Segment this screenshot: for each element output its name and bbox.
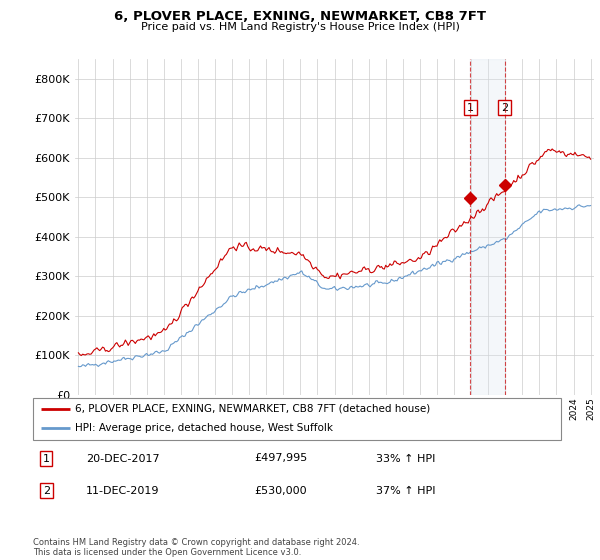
Text: 37% ↑ HPI: 37% ↑ HPI [376, 486, 436, 496]
Text: 2: 2 [43, 486, 50, 496]
Text: 20-DEC-2017: 20-DEC-2017 [86, 454, 160, 464]
Text: 1: 1 [43, 454, 50, 464]
FancyBboxPatch shape [33, 398, 561, 440]
Text: HPI: Average price, detached house, West Suffolk: HPI: Average price, detached house, West… [75, 423, 333, 433]
Text: £530,000: £530,000 [255, 486, 307, 496]
Text: Contains HM Land Registry data © Crown copyright and database right 2024.
This d: Contains HM Land Registry data © Crown c… [33, 538, 359, 557]
Text: 6, PLOVER PLACE, EXNING, NEWMARKET, CB8 7FT (detached house): 6, PLOVER PLACE, EXNING, NEWMARKET, CB8 … [75, 404, 430, 414]
Text: 2: 2 [501, 102, 508, 113]
Text: 11-DEC-2019: 11-DEC-2019 [86, 486, 160, 496]
Text: £497,995: £497,995 [255, 454, 308, 464]
Text: Price paid vs. HM Land Registry's House Price Index (HPI): Price paid vs. HM Land Registry's House … [140, 22, 460, 32]
Text: 33% ↑ HPI: 33% ↑ HPI [376, 454, 436, 464]
Bar [470, 59, 505, 395]
Text: 1: 1 [467, 102, 474, 113]
Text: 6, PLOVER PLACE, EXNING, NEWMARKET, CB8 7FT: 6, PLOVER PLACE, EXNING, NEWMARKET, CB8 … [114, 10, 486, 23]
